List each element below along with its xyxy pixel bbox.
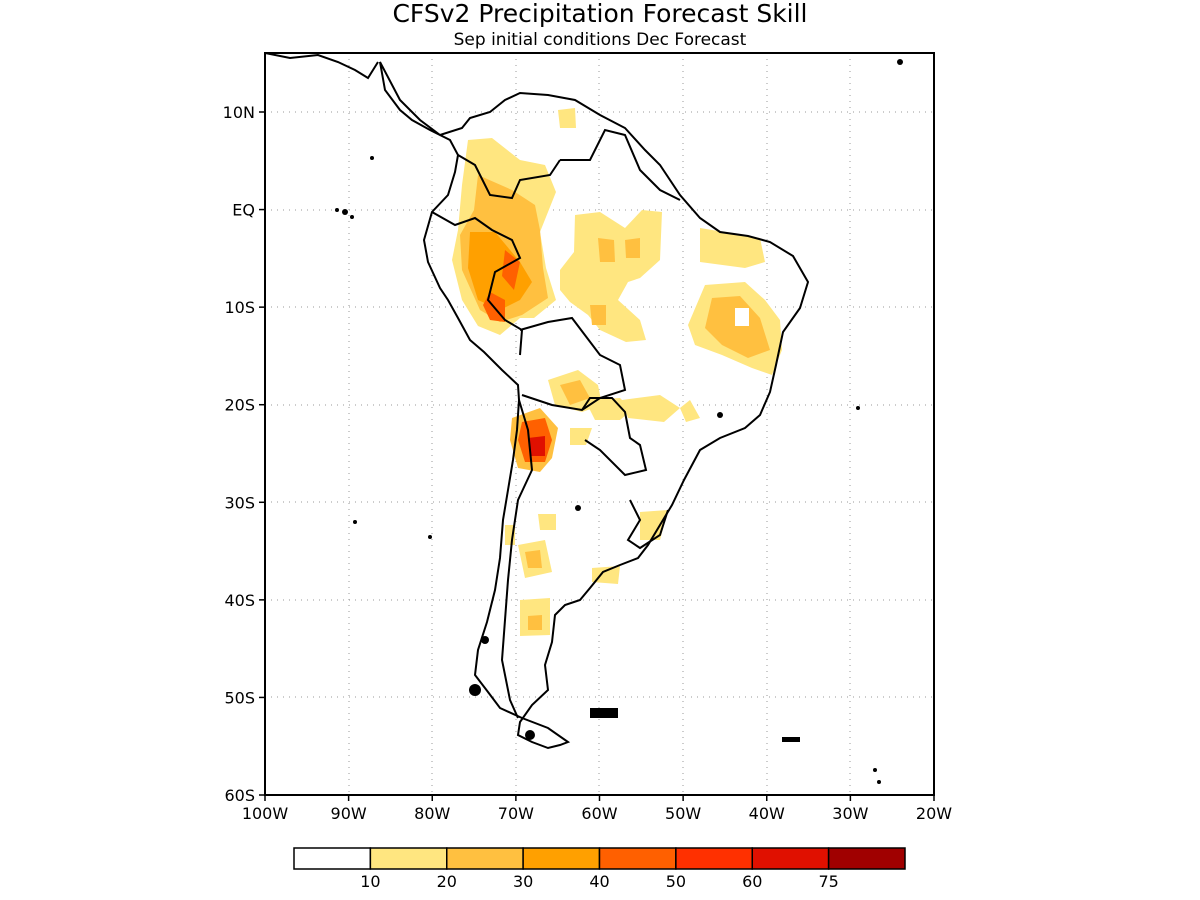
lat-tick-label: 30S xyxy=(224,493,255,512)
lat-tick-label: 40S xyxy=(224,591,255,610)
galapagos-islands xyxy=(335,208,339,212)
shade-region xyxy=(680,400,700,422)
map-title: CFSv2 Precipitation Forecast Skill xyxy=(392,0,807,28)
colorbar-swatch xyxy=(827,847,906,870)
island-dot xyxy=(873,768,877,772)
lon-tick-label: 50W xyxy=(665,804,701,823)
galapagos-islands xyxy=(342,209,348,215)
peru-border xyxy=(431,211,524,356)
lat-tick-label: 10N xyxy=(223,103,255,122)
lat-tick-label: 60S xyxy=(224,786,255,805)
lat-tick-label: EQ xyxy=(232,201,255,220)
colorbar-label: 50 xyxy=(666,872,686,891)
lon-tick-label: 70W xyxy=(498,804,534,823)
colorbar-swatch xyxy=(369,847,448,870)
longitude-axis: 100W 90W 80W 70W 60W 50W 40W 30W 20W xyxy=(242,795,952,823)
shade-region xyxy=(528,436,545,456)
south-america-coast xyxy=(379,61,810,750)
shade-region xyxy=(558,108,576,128)
shade-region xyxy=(590,305,606,325)
shade-region xyxy=(538,514,556,530)
colorbar-label: 75 xyxy=(818,872,838,891)
lat-tick-label: 20S xyxy=(224,396,255,415)
island-dot xyxy=(877,780,881,784)
bolivia-border xyxy=(519,316,627,412)
islands xyxy=(335,59,903,784)
shade-region xyxy=(700,228,765,268)
island-dot xyxy=(575,505,581,511)
colorbar-swatch xyxy=(751,847,830,870)
lon-tick-label: 40W xyxy=(749,804,785,823)
lon-tick-label: 60W xyxy=(581,804,617,823)
shade-region xyxy=(585,398,632,420)
lon-tick-label: 90W xyxy=(331,804,367,823)
colorbar-label: 30 xyxy=(513,872,533,891)
paraguay-border xyxy=(581,397,648,477)
map-subtitle: Sep initial conditions Dec Forecast xyxy=(454,30,747,50)
colorbar-label: 10 xyxy=(360,872,380,891)
lon-tick-label: 20W xyxy=(916,804,952,823)
chilean-fjords xyxy=(481,636,489,644)
island-dot xyxy=(856,406,860,410)
colorbar-legend: 10 20 30 40 50 60 75 xyxy=(293,847,906,891)
lon-tick-label: 30W xyxy=(832,804,868,823)
shade-region xyxy=(705,296,770,358)
galapagos-islands xyxy=(350,215,354,219)
island-dot xyxy=(370,156,374,160)
colorbar-swatch xyxy=(675,847,753,870)
shade-region xyxy=(560,380,590,405)
central-america-coast xyxy=(265,53,379,80)
colorbar-swatch xyxy=(293,847,372,870)
shade-region xyxy=(598,238,615,262)
coastlines-and-borders xyxy=(265,53,810,750)
shade-region xyxy=(525,550,542,568)
colorbar-swatch xyxy=(446,847,524,870)
colorbar-label: 40 xyxy=(589,872,609,891)
colombia-border xyxy=(457,154,561,200)
colorbar-label: 20 xyxy=(437,872,457,891)
island-dot xyxy=(897,59,903,65)
island-dot xyxy=(717,412,723,418)
shade-region xyxy=(622,395,680,422)
lat-tick-label: 10S xyxy=(224,298,255,317)
island-dot xyxy=(353,520,357,524)
gridlines xyxy=(265,53,934,795)
shade-region xyxy=(625,238,640,258)
south-georgia xyxy=(782,737,800,742)
missing-data-cell xyxy=(735,308,749,326)
colorbar-label: 60 xyxy=(742,872,762,891)
venezuela-guianas-border xyxy=(560,128,681,201)
latitude-axis: 10N EQ 10S 20S 30S 40S 50S 60S xyxy=(223,103,265,805)
chile-argentina-border xyxy=(500,399,534,719)
shade-region xyxy=(468,232,532,310)
shade-region xyxy=(528,615,542,630)
tierra-del-fuego xyxy=(525,730,535,740)
island-dot xyxy=(428,535,432,539)
falkland-islands xyxy=(590,708,618,718)
colorbar-swatch xyxy=(522,847,601,870)
colorbar-swatch xyxy=(598,847,677,870)
lon-tick-label: 100W xyxy=(242,804,289,823)
uruguay-border xyxy=(626,499,669,550)
chilean-fjords xyxy=(469,684,481,696)
lat-tick-label: 50S xyxy=(224,688,255,707)
shade-region xyxy=(592,566,620,584)
lon-tick-label: 80W xyxy=(414,804,450,823)
